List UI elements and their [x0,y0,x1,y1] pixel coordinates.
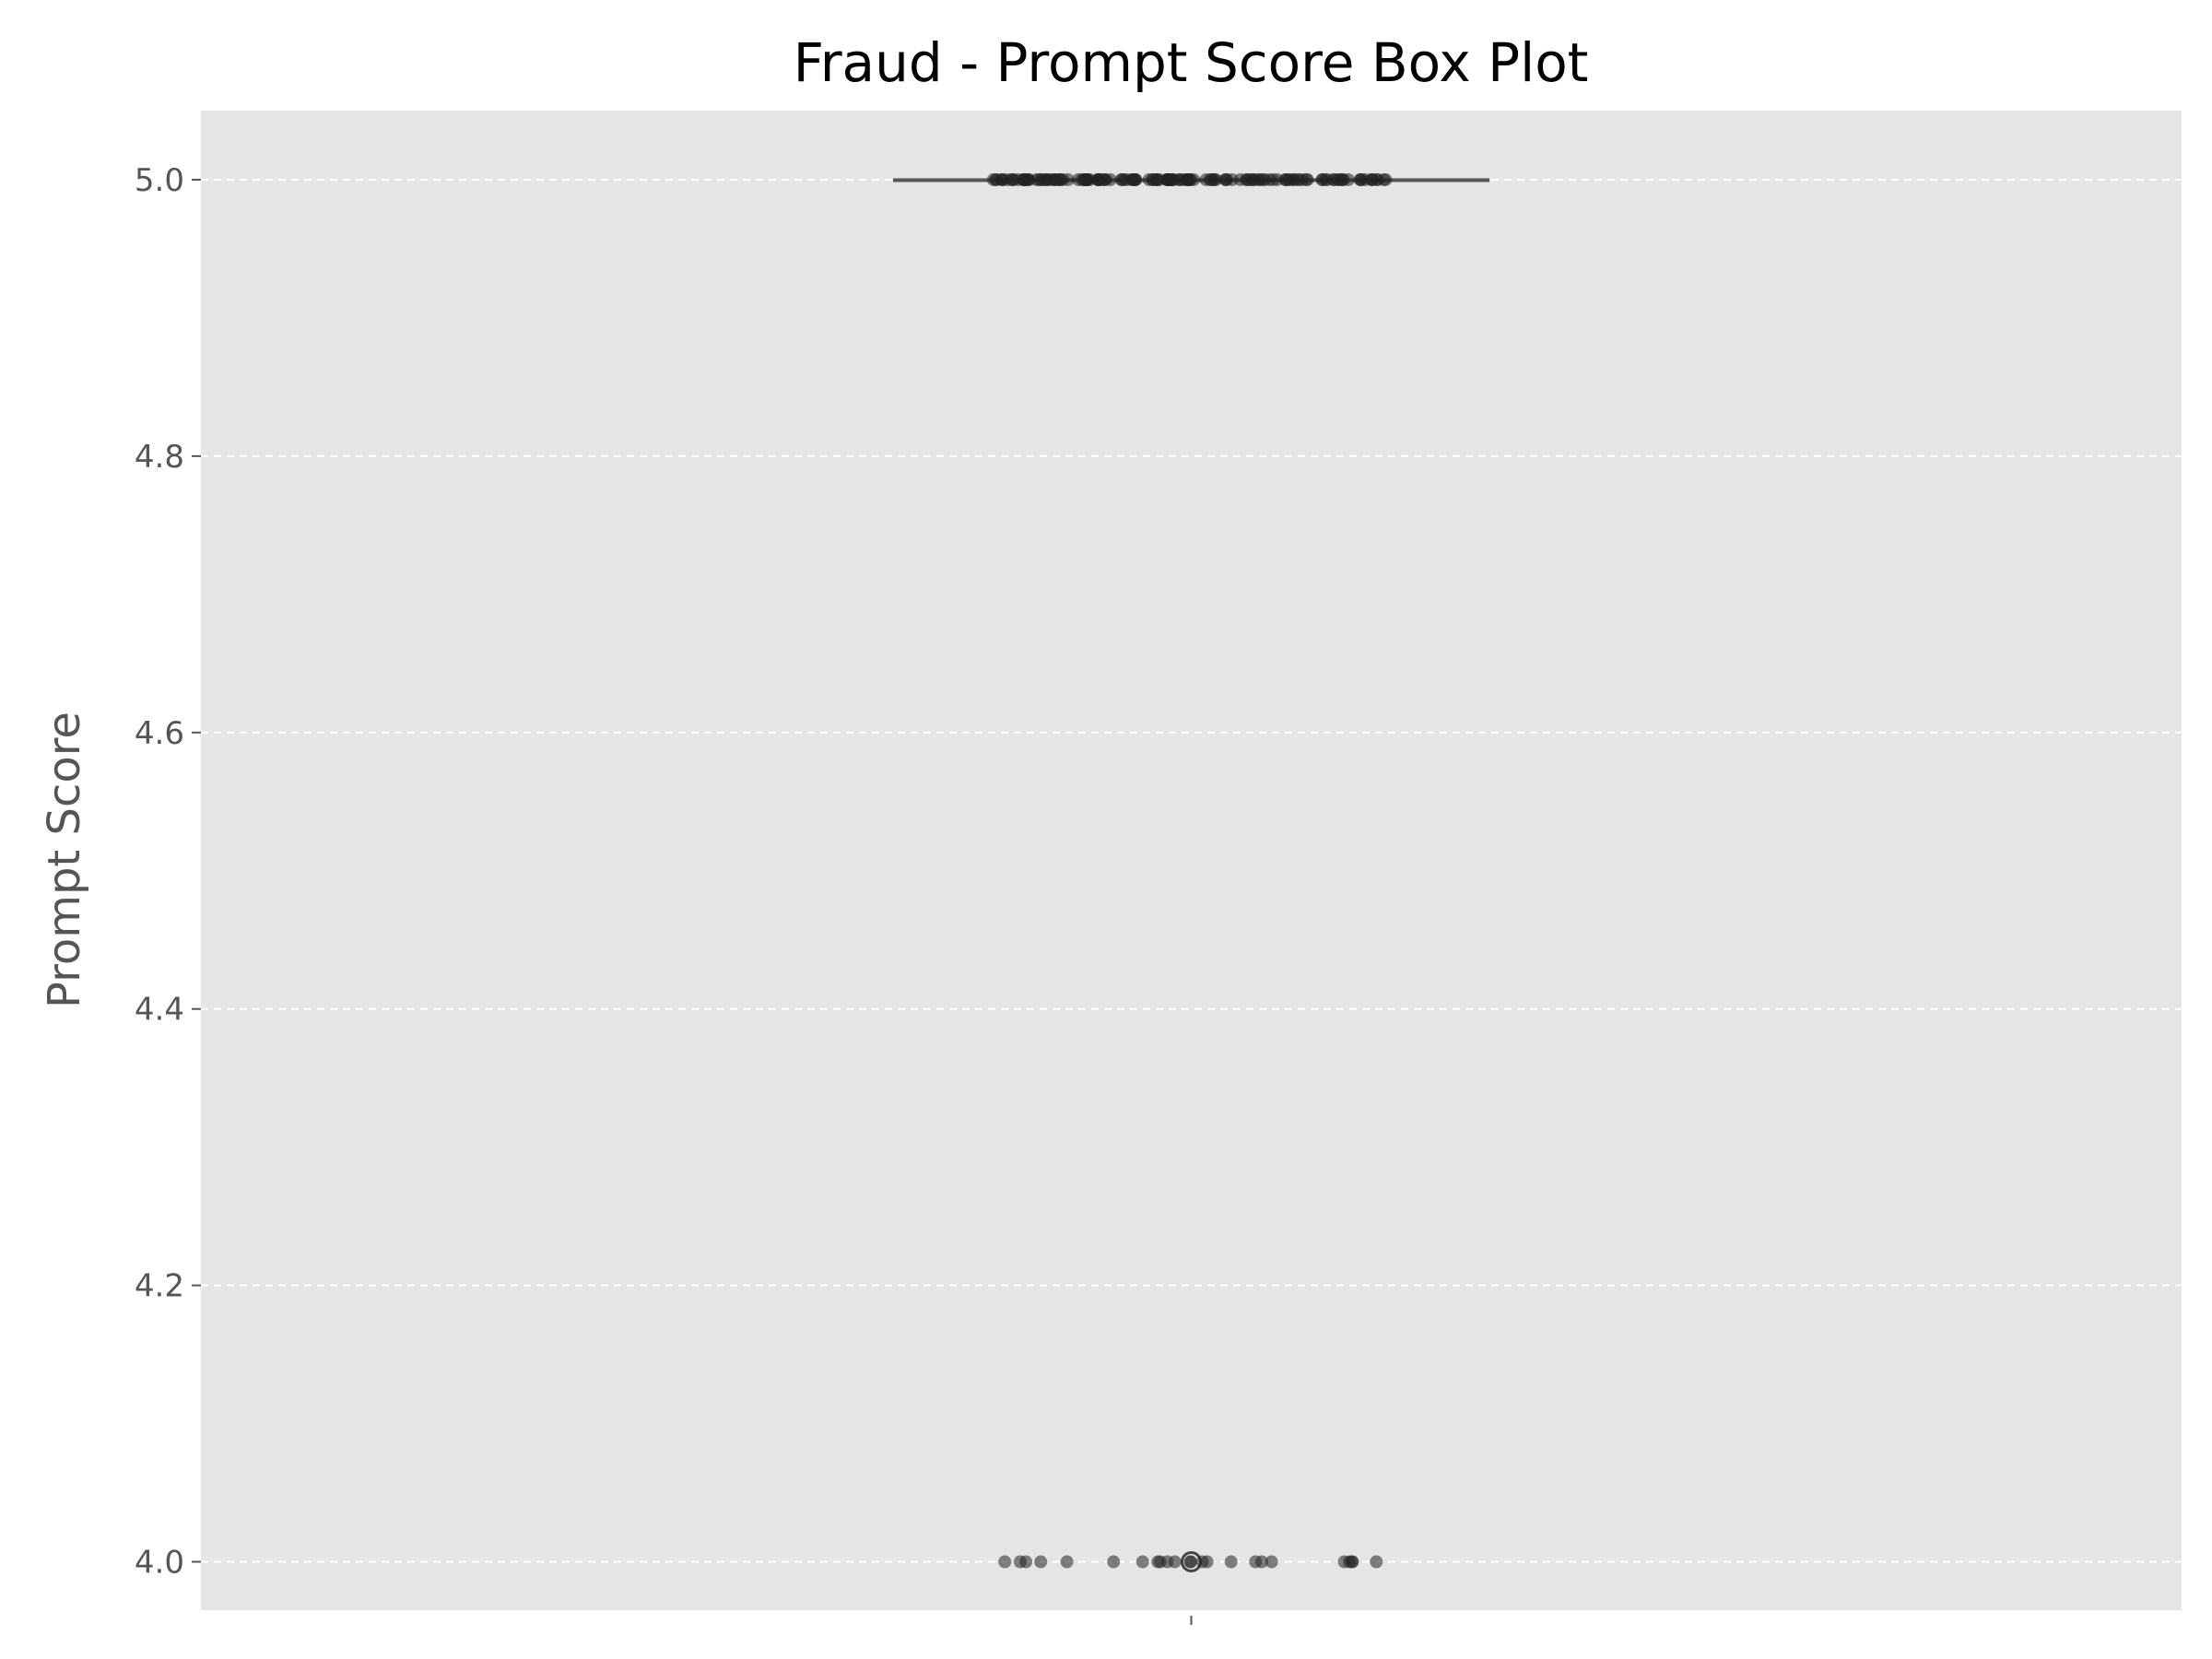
data-point [1321,172,1335,186]
data-point [1300,172,1313,186]
data-point [1165,172,1179,186]
data-point [990,172,1004,186]
y-tick-label: 4.4 [135,992,184,1029]
data-point [1219,172,1233,186]
plot-area [201,111,2182,1610]
data-point [1150,172,1164,186]
data-point [1379,172,1393,186]
data-point [998,1555,1012,1569]
data-points [986,172,1393,1569]
data-point [1183,1555,1197,1569]
data-point [1337,1555,1351,1569]
data-point [1135,1555,1149,1569]
data-point [1092,172,1106,186]
data-point [1255,1555,1268,1569]
data-point [1168,1555,1182,1569]
data-point [1129,172,1142,186]
data-point [1176,172,1190,186]
data-point [1270,172,1284,186]
data-point [1335,172,1349,186]
y-tick-label: 5.0 [135,162,184,199]
chart-title: Fraud - Prompt Score Box Plot [794,31,1589,94]
data-point [1017,172,1030,186]
y-tick-label: 4.0 [135,1545,184,1582]
data-point [1060,1555,1074,1569]
data-point [1199,172,1213,186]
data-point [1077,172,1091,186]
data-point [1224,1555,1238,1569]
data-point [1265,1555,1278,1569]
data-point [1365,172,1379,186]
data-point [1103,172,1117,186]
y-tick-label: 4.2 [135,1268,184,1305]
data-point [1034,1555,1048,1569]
data-point [1052,172,1065,186]
y-tick-label: 4.6 [135,715,184,752]
data-point [1240,172,1253,186]
data-point [1151,1555,1165,1569]
y-axis-label: Prompt Score [39,712,90,1008]
data-point [1030,172,1043,186]
data-point [1195,1555,1209,1569]
data-point [1355,172,1369,186]
data-point [1041,172,1054,186]
y-tick-label: 4.8 [135,439,184,476]
data-point [1107,1555,1121,1569]
data-point [1370,1555,1383,1569]
y-axis-ticks: 4.0 4.2 4.4 4.6 4.8 5.0 [135,162,201,1582]
data-point [1013,1555,1027,1569]
